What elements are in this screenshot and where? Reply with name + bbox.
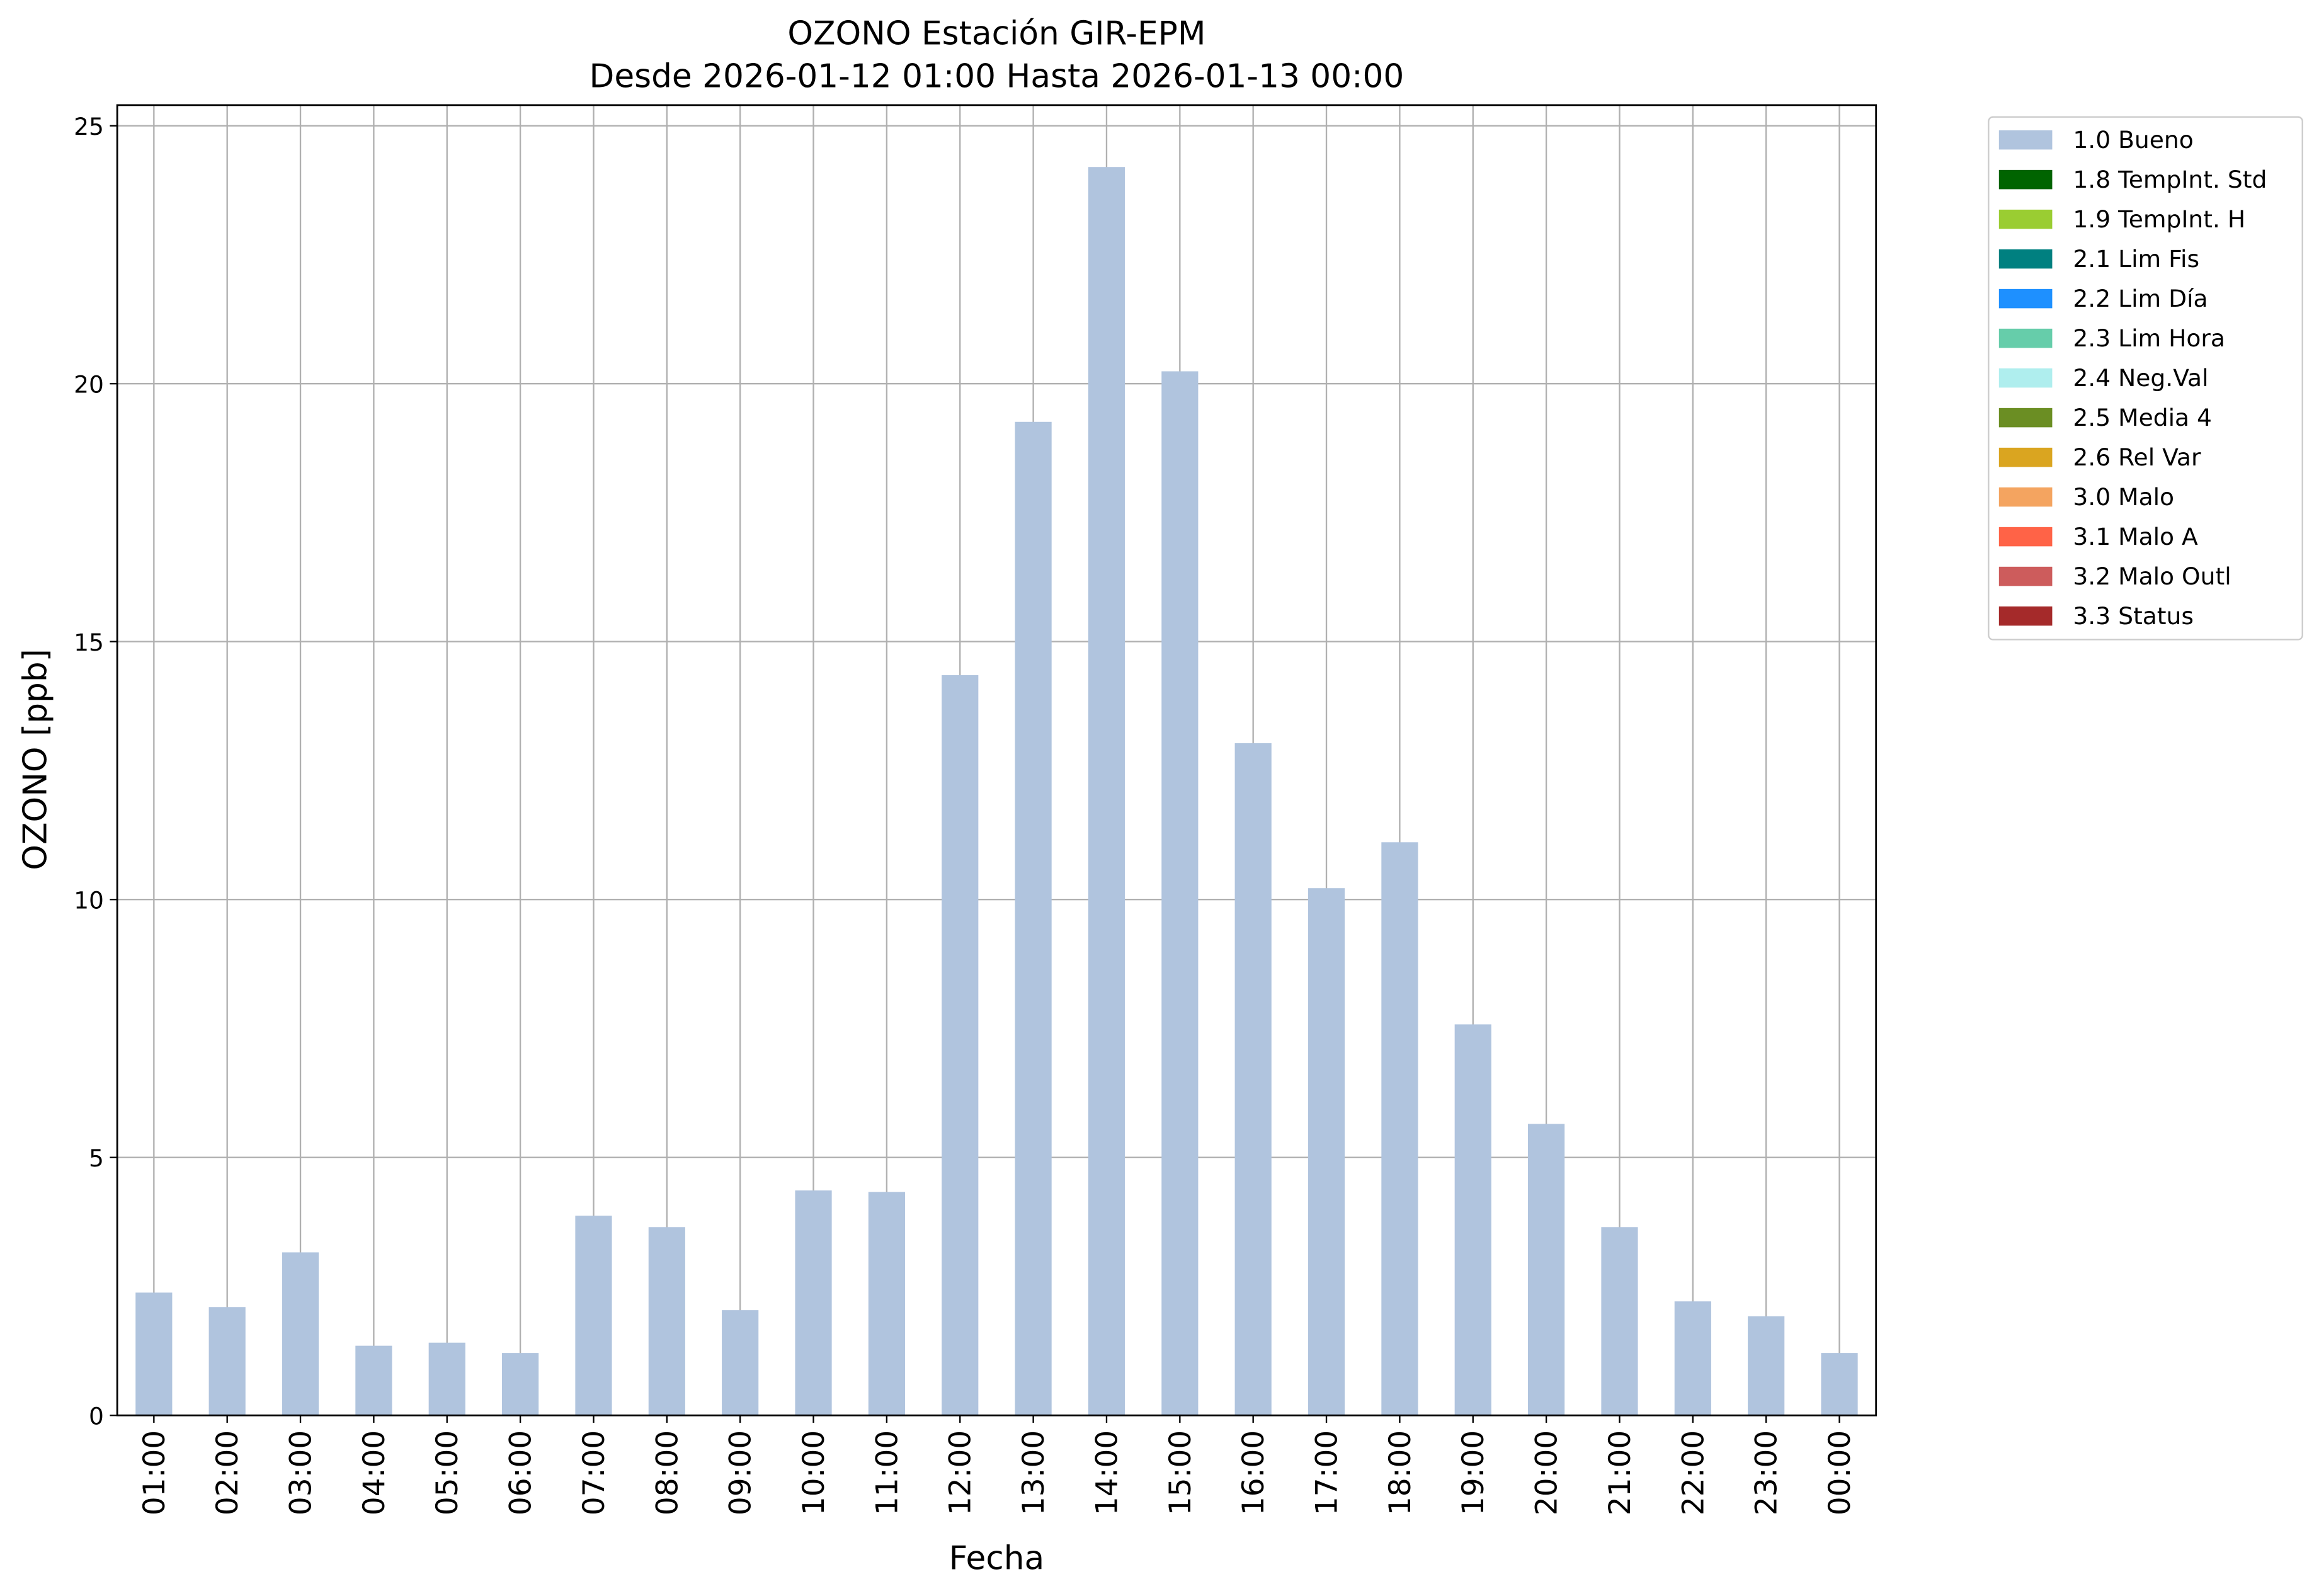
bar xyxy=(1454,1024,1491,1416)
legend-swatch xyxy=(1998,487,2053,507)
legend-swatch xyxy=(1998,566,2053,586)
legend-label: 3.2 Malo Outl xyxy=(2073,562,2231,590)
bar xyxy=(282,1252,319,1416)
bar xyxy=(795,1190,832,1416)
legend-label: 3.0 Malo xyxy=(2073,483,2174,511)
x-tick-label: 12:00 xyxy=(943,1430,978,1515)
y-tick-label: 25 xyxy=(74,113,104,140)
bar xyxy=(1821,1353,1858,1416)
bar xyxy=(575,1216,612,1416)
legend-swatch xyxy=(1998,130,2053,150)
legend-label: 2.5 Media 4 xyxy=(2073,404,2212,431)
legend-label: 3.1 Malo A xyxy=(2073,523,2198,550)
legend-label: 1.8 TempInt. Std xyxy=(2073,166,2267,193)
bar xyxy=(648,1227,685,1416)
legend-label: 3.3 Status xyxy=(2073,602,2194,630)
x-tick-label: 13:00 xyxy=(1017,1430,1051,1515)
x-tick-label: 10:00 xyxy=(797,1430,831,1515)
bar xyxy=(1381,842,1418,1416)
x-tick-label: 06:00 xyxy=(504,1430,538,1515)
legend-swatch xyxy=(1998,169,2053,190)
y-tick-label: 15 xyxy=(74,629,104,656)
legend-swatch xyxy=(1998,408,2053,428)
chart-subtitle: Desde 2026-01-12 01:00 Hasta 2026-01-13 … xyxy=(590,58,1405,96)
bar xyxy=(1748,1316,1785,1416)
grid xyxy=(117,105,1876,1416)
x-tick-label: 04:00 xyxy=(357,1430,392,1515)
bar xyxy=(1088,167,1125,1416)
bar xyxy=(1308,888,1345,1416)
legend-swatch xyxy=(1998,328,2053,348)
x-tick-label: 23:00 xyxy=(1750,1430,1784,1515)
legend-swatch xyxy=(1998,527,2053,547)
legend-label: 2.3 Lim Hora xyxy=(2073,324,2225,352)
bar xyxy=(1015,421,1052,1416)
legend-label: 2.2 Lim Día xyxy=(2073,285,2208,312)
legend-label: 2.1 Lim Fis xyxy=(2073,245,2199,273)
x-tick-label: 19:00 xyxy=(1456,1430,1491,1515)
bar xyxy=(428,1342,465,1416)
x-tick-label: 21:00 xyxy=(1603,1430,1638,1515)
x-tick-label: 07:00 xyxy=(577,1430,612,1515)
x-tick-label: 15:00 xyxy=(1163,1430,1198,1515)
x-tick-label: 09:00 xyxy=(724,1430,758,1515)
legend-swatch xyxy=(1998,209,2053,229)
x-tick-label: 00:00 xyxy=(1823,1430,1857,1515)
plot-frame xyxy=(116,104,1877,1416)
x-tick-label: 14:00 xyxy=(1090,1430,1124,1515)
x-tick-label: 03:00 xyxy=(283,1430,318,1515)
y-tick-label: 20 xyxy=(74,370,104,398)
legend-swatch xyxy=(1998,288,2053,309)
y-tick-label: 10 xyxy=(74,886,104,914)
bars xyxy=(135,167,1858,1416)
legend-label: 1.0 Bueno xyxy=(2073,126,2193,154)
x-tick-label: 17:00 xyxy=(1309,1430,1344,1515)
bar xyxy=(722,1310,759,1416)
x-tick-label: 02:00 xyxy=(210,1430,245,1515)
bar xyxy=(1234,743,1272,1416)
legend-swatch xyxy=(1998,249,2053,269)
x-tick-label: 11:00 xyxy=(870,1430,904,1515)
x-tick-label: 01:00 xyxy=(137,1430,172,1515)
legend-label: 2.4 Neg.Val xyxy=(2073,364,2208,392)
legend-swatch xyxy=(1998,606,2053,626)
legend-label: 1.9 TempInt. H xyxy=(2073,205,2245,233)
y-tick-label: 0 xyxy=(89,1402,104,1430)
bar xyxy=(502,1353,539,1416)
legend-swatch xyxy=(1998,368,2053,388)
chart-title: OZONO Estación GIR-EPM xyxy=(787,15,1205,53)
legend-label: 2.6 Rel Var xyxy=(2073,443,2201,471)
y-tick-label: 5 xyxy=(89,1144,104,1172)
bar xyxy=(135,1292,173,1416)
x-tick-label: 18:00 xyxy=(1383,1430,1418,1515)
x-tick-label: 08:00 xyxy=(650,1430,685,1515)
bar xyxy=(1161,371,1199,1416)
x-tick-label: 22:00 xyxy=(1676,1430,1711,1515)
bar xyxy=(1601,1227,1638,1416)
bar xyxy=(1528,1124,1565,1416)
x-tick-label: 20:00 xyxy=(1530,1430,1564,1515)
x-tick-label: 05:00 xyxy=(430,1430,465,1515)
x-axis-label: Fecha xyxy=(949,1540,1045,1578)
legend-swatch xyxy=(1998,447,2053,467)
bar xyxy=(942,675,979,1416)
bar xyxy=(868,1192,905,1416)
legend-box xyxy=(1988,116,2303,641)
bar xyxy=(208,1307,246,1416)
y-axis-label: OZONO [ppb] xyxy=(16,649,54,870)
bar xyxy=(355,1345,392,1416)
bar xyxy=(1674,1301,1711,1416)
x-tick-label: 16:00 xyxy=(1236,1430,1271,1515)
